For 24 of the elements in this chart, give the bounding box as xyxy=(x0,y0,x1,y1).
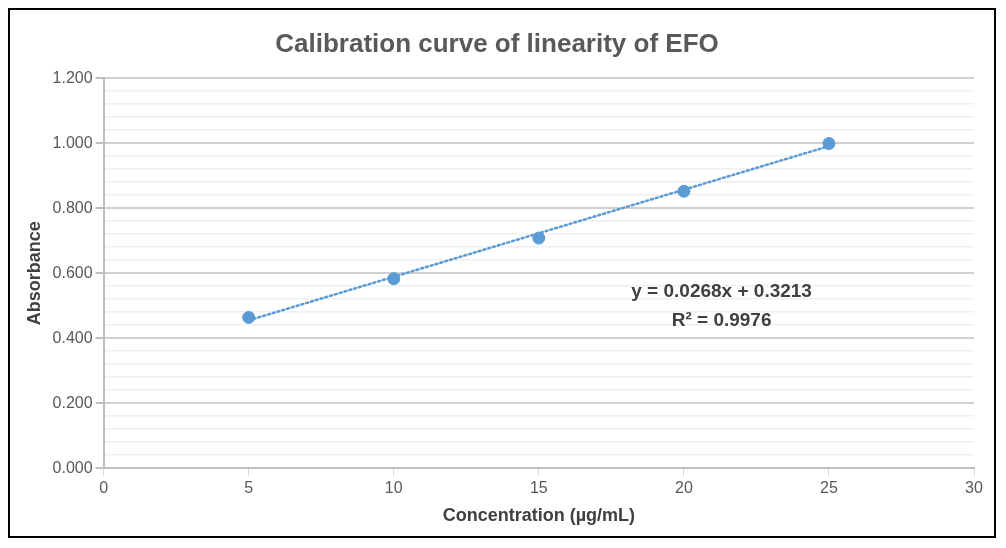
point xyxy=(822,137,836,151)
x-axis-title: Concentration (µg/mL) xyxy=(442,505,635,526)
point xyxy=(532,231,546,245)
y-tick-label: 0.400 xyxy=(52,328,93,346)
chart-title: Calibration curve of linearity of EFO xyxy=(275,27,719,58)
x-tick-label: 25 xyxy=(820,479,838,497)
annotation: y = 0.0268x + 0.3213 xyxy=(631,279,812,301)
annotation: R² = 0.9976 xyxy=(671,308,772,330)
point xyxy=(242,310,256,324)
point xyxy=(677,184,691,198)
y-tick-label: 0.000 xyxy=(52,458,93,476)
x-tick-label: 0 xyxy=(99,479,109,497)
x-tick-label: 30 xyxy=(965,479,983,497)
x-tick-label: 5 xyxy=(244,479,254,497)
x-tick-label: 20 xyxy=(674,479,693,497)
y-tick-label: 1.200 xyxy=(52,68,93,86)
y-tick-label: 0.200 xyxy=(52,393,93,411)
y-tick-label: 1.000 xyxy=(52,133,93,151)
x-tick-label: 10 xyxy=(384,479,403,497)
y-tick-label: 0.800 xyxy=(52,198,93,216)
y-axis-title: Absorbance xyxy=(23,221,44,326)
x-tick-label: 15 xyxy=(529,479,548,497)
point xyxy=(387,272,401,286)
y-tick-label: 0.600 xyxy=(52,263,93,281)
